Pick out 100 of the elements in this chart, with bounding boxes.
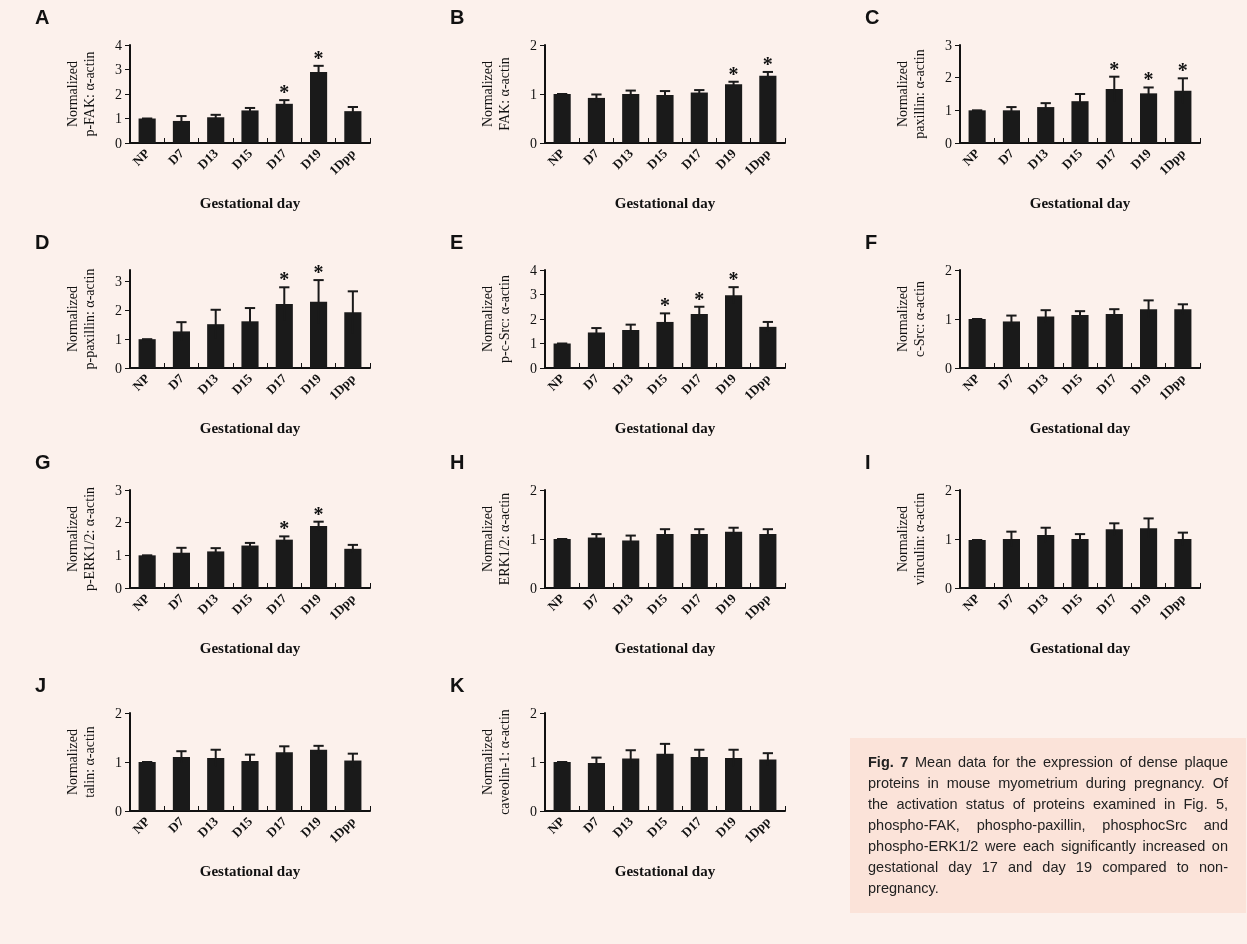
y-tick-label: 4 [530, 262, 537, 278]
y-tick-label: 2 [530, 37, 537, 53]
x-tick-label: D7 [994, 370, 1018, 393]
x-tick-label: D7 [164, 590, 188, 613]
x-tick-label: D7 [579, 370, 603, 393]
chart-title: K [450, 674, 465, 696]
y-tick-label: 0 [530, 135, 537, 151]
annotation: * [728, 268, 739, 291]
x-tick-label: D13 [1024, 370, 1052, 398]
chart-title: E [450, 231, 464, 253]
x-tick-label: NP [959, 590, 983, 614]
annotation: * [279, 268, 290, 291]
x-axis-title: Gestational day [1029, 419, 1131, 436]
annotation: * [313, 46, 324, 69]
chart-title: A [35, 6, 50, 28]
y-tick-label: 2 [115, 705, 122, 721]
y-tick-label: 1 [115, 547, 122, 563]
x-tick-label: D15 [228, 370, 256, 398]
annotation: * [279, 517, 290, 540]
y-tick-label: 4 [115, 37, 122, 53]
x-tick-label: NP [129, 145, 153, 169]
x-tick-label: D7 [994, 145, 1018, 168]
x-tick-label: D7 [579, 813, 603, 836]
x-tick-label: D19 [712, 813, 740, 841]
x-tick-label: D13 [1024, 145, 1052, 173]
x-tick-label: D15 [643, 145, 671, 173]
x-tick-label: D17 [263, 370, 290, 398]
y-axis-title: Normalized ERK1/2: α-actin [480, 492, 512, 586]
x-axis-title: Gestational day [614, 862, 716, 879]
x-tick-label: NP [959, 145, 983, 169]
y-axis-title: Normalized p-paxillin: α-actin [65, 268, 97, 370]
y-tick-label: 0 [530, 360, 537, 376]
annotation: * [660, 294, 670, 317]
x-axis-title: Gestational day [1029, 639, 1131, 656]
y-tick-label: 0 [945, 580, 952, 596]
y-tick-label: 1 [530, 86, 537, 102]
x-tick-label: D13 [609, 370, 637, 398]
x-axis-title: Gestational day [199, 862, 301, 879]
annotation: * [279, 81, 290, 104]
y-tick-label: 0 [530, 803, 537, 819]
x-tick-label: D7 [164, 370, 188, 393]
x-tick-label: D15 [1058, 370, 1086, 398]
x-axis-title: Gestational day [199, 419, 301, 436]
y-axis-title: Normalized FAK: α-actin [480, 57, 512, 131]
y-tick-label: 3 [530, 287, 537, 302]
y-axis-title: Normalized talin: α-actin [65, 726, 97, 798]
x-tick-label: NP [544, 145, 568, 169]
x-tick-label: D19 [297, 813, 325, 841]
x-tick-label: D19 [1127, 370, 1155, 398]
x-tick-label: NP [544, 590, 568, 614]
x-tick-label: D17 [1093, 370, 1120, 398]
y-axis-title: Normalized p-FAK: α-actin [65, 51, 97, 137]
y-tick-label: 2 [115, 86, 122, 102]
x-tick-label: NP [129, 813, 153, 837]
chart-title: G [35, 451, 51, 473]
x-tick-label: D15 [228, 590, 256, 618]
x-tick-label: D15 [228, 145, 256, 173]
y-tick-label: 1 [530, 531, 537, 547]
y-axis-title: Normalized c-Src: α-actin [895, 280, 927, 358]
y-tick-label: 3 [115, 482, 122, 498]
x-tick-label: D19 [297, 370, 325, 398]
x-tick-label: D15 [643, 813, 671, 841]
x-tick-label: D13 [609, 145, 637, 173]
x-tick-label: D17 [678, 590, 705, 618]
y-tick-label: 0 [115, 360, 122, 376]
y-tick-label: 2 [945, 482, 952, 498]
x-tick-label: D17 [1093, 145, 1120, 173]
x-axis-title: Gestational day [1029, 194, 1131, 211]
y-tick-label: 1 [115, 331, 122, 347]
x-tick-label: D7 [164, 145, 188, 168]
y-tick-label: 2 [115, 515, 122, 531]
x-tick-label: D13 [609, 813, 637, 841]
x-tick-label: NP [129, 370, 153, 394]
x-tick-label: D19 [712, 590, 740, 618]
x-tick-label: D13 [609, 590, 637, 618]
y-tick-label: 0 [115, 803, 122, 819]
annotation: * [313, 502, 324, 525]
y-axis-title: Normalized vinculin: α-actin [895, 492, 927, 586]
x-tick-label: D19 [712, 145, 740, 173]
x-tick-label: D13 [194, 813, 222, 841]
y-tick-label: 0 [945, 360, 952, 376]
annotation: * [762, 52, 773, 75]
x-tick-label: D13 [1024, 590, 1052, 618]
y-tick-label: 0 [945, 135, 952, 151]
annotation: * [1109, 57, 1120, 80]
x-tick-label: D17 [1093, 590, 1120, 618]
y-tick-label: 2 [945, 70, 952, 86]
x-tick-label: D17 [263, 145, 290, 173]
x-axis-title: Gestational day [614, 194, 716, 211]
x-tick-label: D19 [1127, 590, 1155, 618]
annotation: * [313, 261, 324, 284]
x-axis-title: Gestational day [199, 194, 301, 211]
x-tick-label: D13 [194, 370, 222, 398]
x-axis-title: Gestational day [614, 419, 716, 436]
annotation: * [1143, 68, 1154, 91]
x-tick-label: D19 [1127, 145, 1155, 173]
text: Fig. 7 [868, 754, 909, 770]
x-tick-label: NP [959, 370, 983, 394]
y-tick-label: 0 [115, 580, 122, 596]
y-tick-label: 1 [945, 102, 952, 118]
